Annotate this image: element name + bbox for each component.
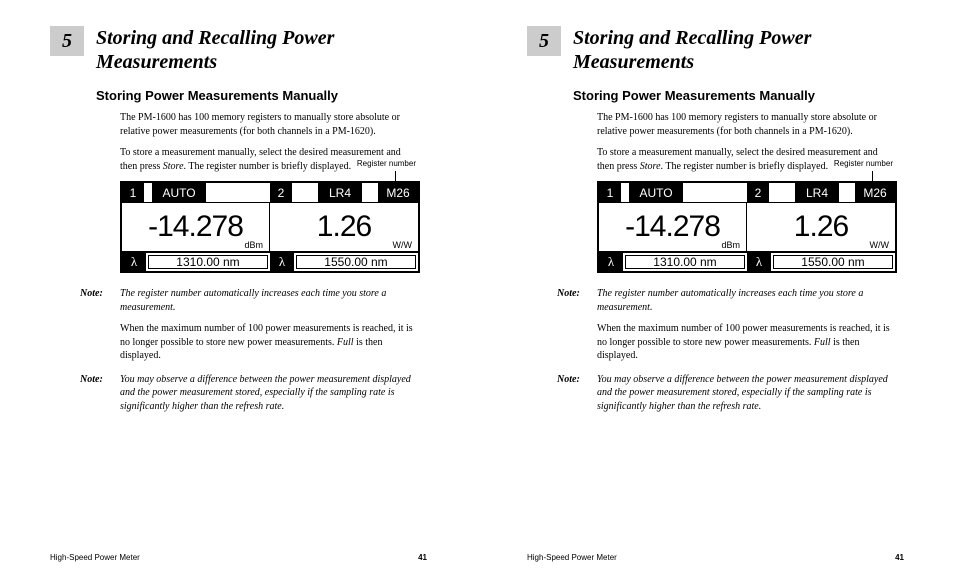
note-label: Note: xyxy=(80,373,120,414)
note-1: Note: The register number automatically … xyxy=(80,287,417,314)
note-label: Note: xyxy=(80,287,120,314)
lcd-wavelength-row: λ 1310.00 nm λ 1550.00 nm xyxy=(122,251,418,271)
lcd-reading-row: -14.278 dBm 1.26 W/W xyxy=(122,203,418,251)
note-2: Note: You may observe a difference betwe… xyxy=(557,373,894,414)
chapter-header: 5 Storing and Recalling Power Measuremen… xyxy=(50,26,427,74)
register-number-indicator: M26 xyxy=(378,183,418,202)
reading-left-value: -14.278 xyxy=(625,210,720,244)
lcd-screen: 1 AUTO 2 LR4 M26 -14.278 dBm 1.26 W/W xyxy=(597,181,897,273)
footer-product: High-Speed Power Meter xyxy=(50,553,140,562)
chapter-title: Storing and Recalling Power Measurements xyxy=(96,26,427,74)
channel-2-badge: 2 xyxy=(747,183,769,202)
footer-product: High-Speed Power Meter xyxy=(527,553,617,562)
reading-right-unit: W/W xyxy=(870,240,890,250)
wavelength-1: 1310.00 nm xyxy=(148,255,268,269)
note-2-body: You may observe a difference between the… xyxy=(120,373,417,414)
lcd-reading-row: -14.278 dBm 1.26 W/W xyxy=(599,203,895,251)
paragraph-1: The PM-1600 has 100 memory registers to … xyxy=(597,111,894,138)
lcd-display-figure: Register number 1 AUTO 2 LR4 M26 -14.278… xyxy=(597,181,897,273)
page-footer: High-Speed Power Meter 41 xyxy=(527,553,904,562)
reading-right-value: 1.26 xyxy=(317,210,371,244)
reading-left-unit: dBm xyxy=(244,240,263,250)
auto-indicator: AUTO xyxy=(152,183,206,202)
reading-left: -14.278 dBm xyxy=(599,203,747,251)
lcd-display-figure: Register number 1 AUTO 2 LR4 M26 -14.278… xyxy=(120,181,420,273)
reading-right: 1.26 W/W xyxy=(747,203,895,251)
chapter-number: 5 xyxy=(527,26,561,56)
chapter-title: Storing and Recalling Power Measurements xyxy=(573,26,904,74)
lambda-icon: λ xyxy=(270,253,294,271)
note-label: Note: xyxy=(557,373,597,414)
section-title: Storing Power Measurements Manually xyxy=(573,88,904,103)
register-callout-label: Register number xyxy=(834,159,893,168)
lambda-icon: λ xyxy=(599,253,623,271)
note-2: Note: You may observe a difference betwe… xyxy=(80,373,417,414)
auto-indicator: AUTO xyxy=(629,183,683,202)
manual-page-right: 5 Storing and Recalling Power Measuremen… xyxy=(477,0,954,580)
chapter-header: 5 Storing and Recalling Power Measuremen… xyxy=(527,26,904,74)
note-label: Note: xyxy=(557,287,597,314)
register-number-indicator: M26 xyxy=(855,183,895,202)
note-1: Note: The register number automatically … xyxy=(557,287,894,314)
reading-left: -14.278 dBm xyxy=(122,203,270,251)
note-1-body: The register number automatically increa… xyxy=(597,287,894,314)
reading-left-unit: dBm xyxy=(721,240,740,250)
footer-page-number: 41 xyxy=(895,553,904,562)
lr4-indicator: LR4 xyxy=(795,183,839,202)
wavelength-2: 1550.00 nm xyxy=(773,255,893,269)
note-1-followup: When the maximum number of 100 power mea… xyxy=(120,322,417,363)
manual-page-left: 5 Storing and Recalling Power Measuremen… xyxy=(0,0,477,580)
reading-right-value: 1.26 xyxy=(794,210,848,244)
wavelength-1: 1310.00 nm xyxy=(625,255,745,269)
lcd-top-row: 1 AUTO 2 LR4 M26 xyxy=(122,183,418,203)
wavelength-2: 1550.00 nm xyxy=(296,255,416,269)
note-1-followup: When the maximum number of 100 power mea… xyxy=(597,322,894,363)
lcd-top-row: 1 AUTO 2 LR4 M26 xyxy=(599,183,895,203)
note-1-body: The register number automatically increa… xyxy=(120,287,417,314)
lcd-wavelength-row: λ 1310.00 nm λ 1550.00 nm xyxy=(599,251,895,271)
register-callout-label: Register number xyxy=(357,159,416,168)
paragraph-1: The PM-1600 has 100 memory registers to … xyxy=(120,111,417,138)
reading-left-value: -14.278 xyxy=(148,210,243,244)
section-title: Storing Power Measurements Manually xyxy=(96,88,427,103)
note-2-body: You may observe a difference between the… xyxy=(597,373,894,414)
footer-page-number: 41 xyxy=(418,553,427,562)
page-footer: High-Speed Power Meter 41 xyxy=(50,553,427,562)
reading-right: 1.26 W/W xyxy=(270,203,418,251)
channel-1-badge: 1 xyxy=(599,183,621,202)
reading-right-unit: W/W xyxy=(393,240,413,250)
register-callout-line xyxy=(872,171,873,185)
register-callout-line xyxy=(395,171,396,185)
chapter-number: 5 xyxy=(50,26,84,56)
lambda-icon: λ xyxy=(747,253,771,271)
lambda-icon: λ xyxy=(122,253,146,271)
lr4-indicator: LR4 xyxy=(318,183,362,202)
channel-2-badge: 2 xyxy=(270,183,292,202)
lcd-screen: 1 AUTO 2 LR4 M26 -14.278 dBm 1.26 W/W xyxy=(120,181,420,273)
channel-1-badge: 1 xyxy=(122,183,144,202)
